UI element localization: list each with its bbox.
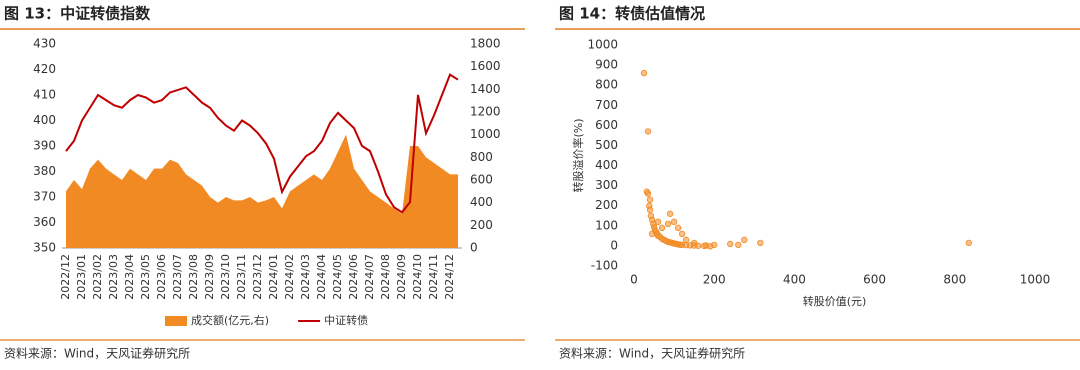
point xyxy=(666,210,674,217)
y-tick-label: 420 xyxy=(33,62,56,76)
point xyxy=(654,218,662,225)
y-tick-label: 600 xyxy=(595,118,618,132)
y2-tick-label: 0 xyxy=(470,241,478,255)
x-tick-label: 2023/10 xyxy=(219,254,232,300)
point xyxy=(702,242,710,249)
chart-title: 图 13：中证转债指数 xyxy=(4,5,151,23)
area xyxy=(66,134,458,248)
y-tick-label: 390 xyxy=(33,139,56,153)
point xyxy=(690,239,698,247)
x-tick-label: 600 xyxy=(863,273,886,287)
y2-tick-label: 1400 xyxy=(470,82,501,96)
point xyxy=(727,240,734,248)
y-axis-label: 转股溢价率(%) xyxy=(571,118,585,192)
point xyxy=(646,206,654,213)
y-tick-label: 410 xyxy=(33,88,56,102)
y-tick-label: 380 xyxy=(33,164,56,178)
chart-title: 图 14：转债估值情况 xyxy=(559,5,705,23)
legend-label: 中证转债 xyxy=(324,313,368,327)
y2-tick-label: 200 xyxy=(470,218,493,232)
y2-tick-label: 1200 xyxy=(470,105,501,119)
point xyxy=(648,230,656,238)
y2-tick-label: 400 xyxy=(470,195,493,209)
x-tick-label: 2023/11 xyxy=(235,254,248,300)
x-tick-label: 2024/08 xyxy=(379,254,392,300)
point xyxy=(735,241,742,249)
legend-label: 成交额(亿元,右) xyxy=(191,313,269,327)
y2-tick-label: 800 xyxy=(470,150,493,164)
point xyxy=(682,236,690,244)
point xyxy=(644,128,652,135)
y-tick-label: 370 xyxy=(33,190,56,204)
point xyxy=(640,69,648,77)
y-tick-label: 100 xyxy=(595,218,618,232)
y-tick-label: 350 xyxy=(33,241,56,255)
x-tick-label: 2024/07 xyxy=(363,254,376,300)
x-tick-label: 2022/12 xyxy=(59,254,72,300)
x-tick-label: 2023/05 xyxy=(139,254,152,300)
x-tick-label: 2023/02 xyxy=(91,254,104,300)
point xyxy=(741,236,748,244)
point xyxy=(965,239,973,247)
x-tick-label: 2023/08 xyxy=(187,254,200,300)
x-tick-label: 2023/07 xyxy=(171,254,184,300)
point xyxy=(711,241,718,249)
point xyxy=(678,230,686,238)
y-tick-label: 700 xyxy=(595,98,618,112)
x-tick-label: 2024/03 xyxy=(299,254,312,300)
source-note: 资料来源：Wind，天风证券研究所 xyxy=(559,346,745,361)
x-tick-label: 2024/12 xyxy=(443,254,456,300)
point xyxy=(664,220,672,228)
y-tick-label: 400 xyxy=(595,158,618,172)
x-tick-label: 2023/12 xyxy=(251,254,264,300)
x-tick-label: 2024/05 xyxy=(331,254,344,300)
x-tick-label: 200 xyxy=(703,273,726,287)
legend-swatch xyxy=(165,316,187,326)
x-tick-label: 2024/10 xyxy=(411,254,424,300)
y-tick-label: 400 xyxy=(33,113,56,127)
x-tick-label: 2024/01 xyxy=(267,254,280,300)
point xyxy=(646,196,654,203)
y-tick-label: 200 xyxy=(595,198,618,212)
point xyxy=(674,224,682,232)
x-tick-label: 1000 xyxy=(1020,273,1051,287)
x-tick-label: 2023/03 xyxy=(107,254,120,300)
x-tick-label: 2024/06 xyxy=(347,254,360,300)
y-tick-label: 1000 xyxy=(587,38,618,52)
y2-tick-label: 1600 xyxy=(470,59,501,73)
x-tick-label: 2023/09 xyxy=(203,254,216,300)
point xyxy=(658,224,666,232)
x-axis-label: 转股价值(元) xyxy=(803,294,867,308)
source-note: 资料来源：Wind，天风证券研究所 xyxy=(4,346,190,361)
y-tick-label: 0 xyxy=(610,238,618,252)
x-tick-label: 800 xyxy=(943,273,966,287)
x-tick-label: 0 xyxy=(630,273,638,287)
x-tick-label: 2023/06 xyxy=(155,254,168,300)
x-tick-label: 2024/02 xyxy=(283,254,296,300)
line xyxy=(65,73,459,214)
point xyxy=(757,239,764,247)
y-tick-label: -100 xyxy=(591,259,618,273)
x-tick-label: 2024/09 xyxy=(395,254,408,300)
point xyxy=(644,190,652,197)
x-tick-label: 2023/01 xyxy=(75,254,88,300)
x-tick-label: 2024/04 xyxy=(315,254,328,300)
y-tick-label: 430 xyxy=(33,37,56,51)
x-tick-label: 2023/04 xyxy=(123,254,136,300)
y2-tick-label: 1000 xyxy=(470,127,501,141)
x-tick-label: 400 xyxy=(783,273,806,287)
point xyxy=(670,218,678,225)
x-tick-label: 2024/11 xyxy=(427,254,440,300)
y-tick-label: 800 xyxy=(595,78,618,92)
y-tick-label: 500 xyxy=(595,138,618,152)
y2-tick-label: 1800 xyxy=(470,37,501,51)
y-tick-label: 360 xyxy=(33,215,56,229)
y-tick-label: 900 xyxy=(595,58,618,72)
y-tick-label: 300 xyxy=(595,178,618,192)
y2-tick-label: 600 xyxy=(470,173,493,187)
